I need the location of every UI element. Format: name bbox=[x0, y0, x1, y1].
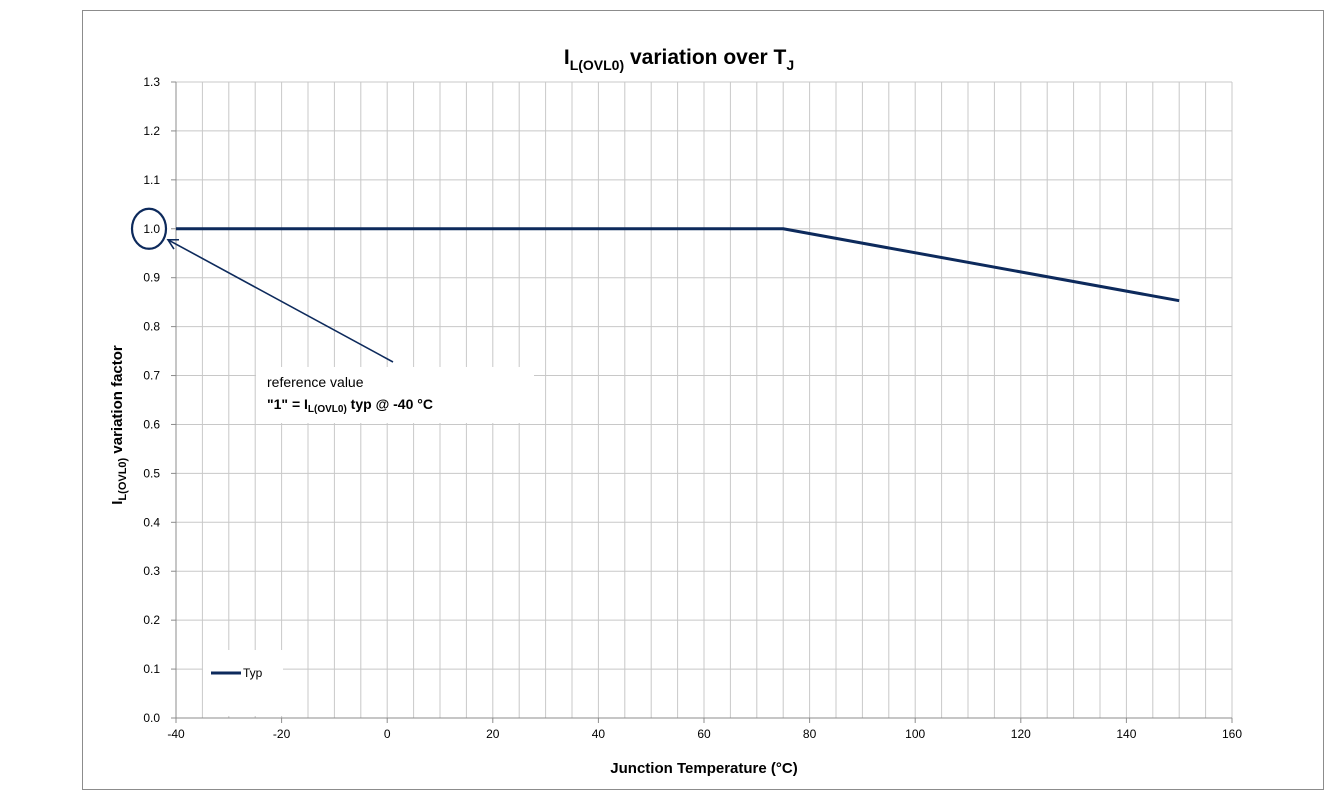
y-tick-label: 0.7 bbox=[143, 369, 160, 383]
y-tick-label: 0.0 bbox=[143, 711, 160, 725]
series-group bbox=[176, 227, 1180, 303]
annotation-arrowhead bbox=[166, 238, 180, 250]
chart-frame bbox=[82, 10, 1324, 790]
x-tick-label: 40 bbox=[592, 727, 606, 741]
y-tick-label: 0.8 bbox=[143, 320, 160, 334]
legend: Typ bbox=[203, 650, 283, 716]
annotation-line-1: reference value bbox=[267, 374, 364, 390]
x-tick-labels: -40 -20 0 20 40 60 80 100 120 140 160 bbox=[167, 727, 1242, 741]
legend-label-typ: Typ bbox=[243, 666, 263, 680]
y-tick-label: 1.1 bbox=[143, 173, 160, 187]
y-tick-label: 0.6 bbox=[143, 417, 160, 431]
annotation-line-2: "1" = IL(OVL0) typ @ -40 °C bbox=[267, 396, 433, 415]
reference-highlight-circle bbox=[130, 207, 168, 250]
axes bbox=[171, 81, 1233, 723]
y-tick-label: 1.2 bbox=[143, 124, 160, 138]
chart-title: IL(OVL0) variation over TJ bbox=[564, 46, 794, 73]
x-tick-label: 0 bbox=[384, 727, 391, 741]
x-tick-label: -20 bbox=[273, 727, 291, 741]
series-line-typ bbox=[176, 227, 1180, 303]
y-tick-labels: 0.0 0.1 0.2 0.3 0.4 0.5 0.6 0.7 0.8 0.9 1.0 1.1 1.2 1… bbox=[143, 75, 160, 725]
annotation-arrow bbox=[167, 239, 394, 363]
legend-box bbox=[203, 650, 283, 716]
x-tick-label: 20 bbox=[486, 727, 500, 741]
y-tick-label: 0.3 bbox=[143, 564, 160, 578]
x-tick-label: 80 bbox=[803, 727, 817, 741]
annotation-box bbox=[256, 367, 534, 423]
x-tick-label: 100 bbox=[905, 727, 925, 741]
y-tick-label: 0.5 bbox=[143, 466, 160, 480]
y-tick-label: 0.1 bbox=[143, 662, 160, 676]
reference-annotation: reference value "1" = IL(OVL0) typ @ -40… bbox=[130, 207, 534, 423]
x-axis-label: Junction Temperature (°C) bbox=[610, 760, 797, 777]
y-axis-label: IL(OVL0) variation factor bbox=[109, 345, 129, 505]
x-tick-label: 60 bbox=[697, 727, 711, 741]
x-tick-label: 140 bbox=[1116, 727, 1136, 741]
y-tick-label: 1.0 bbox=[143, 222, 160, 236]
y-tick-label: 1.3 bbox=[143, 75, 160, 89]
y-tick-label: 0.4 bbox=[143, 515, 160, 529]
x-tick-label: -40 bbox=[167, 727, 185, 741]
y-tick-label: 0.9 bbox=[143, 271, 160, 285]
y-tick-label: 0.2 bbox=[143, 613, 160, 627]
x-tick-label: 160 bbox=[1222, 727, 1242, 741]
x-tick-label: 120 bbox=[1011, 727, 1031, 741]
